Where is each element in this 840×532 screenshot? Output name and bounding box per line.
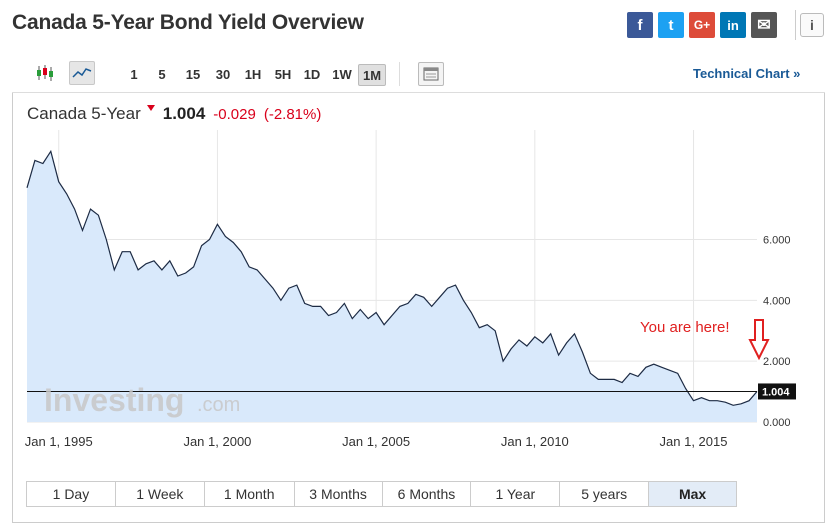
info-button[interactable]: i <box>795 10 828 40</box>
interval-1h[interactable]: 1H <box>244 66 262 82</box>
annotation-text: You are here! <box>640 319 730 336</box>
interval-5[interactable]: 5 <box>158 66 166 82</box>
last-value-label: 1.004 <box>762 386 790 398</box>
range-3-months[interactable]: 3 Months <box>295 482 383 506</box>
range-1-week[interactable]: 1 Week <box>116 482 205 506</box>
google-plus-icon[interactable]: G+ <box>689 12 715 38</box>
area-chart-icon[interactable] <box>69 61 95 85</box>
facebook-icon[interactable]: f <box>627 12 653 38</box>
last-price: 1.004 <box>162 104 206 123</box>
investing-watermark: Investing <box>44 382 184 418</box>
series-line <box>26 149 758 406</box>
interval-30[interactable]: 30 <box>215 66 231 82</box>
interval-1m[interactable]: 1M <box>358 64 386 86</box>
linkedin-icon[interactable]: in <box>720 12 746 38</box>
down-arrow-icon <box>146 105 155 111</box>
range-max[interactable]: Max <box>649 482 736 506</box>
x-tick-label: Jan 1, 2000 <box>183 434 251 449</box>
technical-chart-link[interactable]: Technical Chart » <box>693 66 801 81</box>
interval-5h[interactable]: 5H <box>274 66 292 82</box>
x-tick-label: Jan 1, 1995 <box>25 434 93 449</box>
watermark-suffix: .com <box>197 394 240 416</box>
interval-15[interactable]: 15 <box>185 66 201 82</box>
instrument-name: Canada 5-Year <box>27 104 141 123</box>
range-5-years[interactable]: 5 years <box>560 482 650 506</box>
candlestick-chart-icon[interactable] <box>33 62 57 84</box>
range-1-day[interactable]: 1 Day <box>27 482 116 506</box>
quote-header: Canada 5-Year 1.004 -0.029 (-2.81%) <box>27 104 321 124</box>
x-tick-label: Jan 1, 2005 <box>342 434 410 449</box>
range-1-year[interactable]: 1 Year <box>471 482 561 506</box>
y-tick-label: 2.000 <box>763 356 791 368</box>
social-share-bar: f t G+ in ✉ <box>627 12 777 40</box>
layout-icon[interactable] <box>418 62 444 86</box>
last-value-badge <box>758 383 796 400</box>
interval-1d[interactable]: 1D <box>303 66 321 82</box>
info-icon: i <box>800 13 824 37</box>
price-change-percent: (-2.81%) <box>263 106 322 123</box>
y-tick-label: 6.000 <box>763 235 791 247</box>
range-1-month[interactable]: 1 Month <box>205 482 295 506</box>
page-title: Canada 5-Year Bond Yield Overview <box>12 11 364 34</box>
y-tick-label: 4.000 <box>763 295 791 307</box>
yield-chart[interactable]: 0.000 2.000 4.000 6.000 1.004 Jan 1, 1995 Jan … <box>0 0 840 470</box>
twitter-icon[interactable]: t <box>658 12 684 38</box>
area-fill <box>27 151 757 423</box>
down-arrow-annotation-icon <box>748 319 770 361</box>
email-icon[interactable]: ✉ <box>751 12 777 38</box>
range-selector: 1 Day 1 Week 1 Month 3 Months 6 Months 1… <box>26 481 737 507</box>
toolbar-divider <box>399 62 400 86</box>
y-tick-label: 0.000 <box>763 417 791 429</box>
interval-1[interactable]: 1 <box>130 66 138 82</box>
interval-1w[interactable]: 1W <box>332 66 352 82</box>
x-tick-label: Jan 1, 2015 <box>660 434 728 449</box>
price-change: -0.029 <box>213 106 256 123</box>
range-6-months[interactable]: 6 Months <box>383 482 472 506</box>
x-tick-label: Jan 1, 2010 <box>501 434 569 449</box>
